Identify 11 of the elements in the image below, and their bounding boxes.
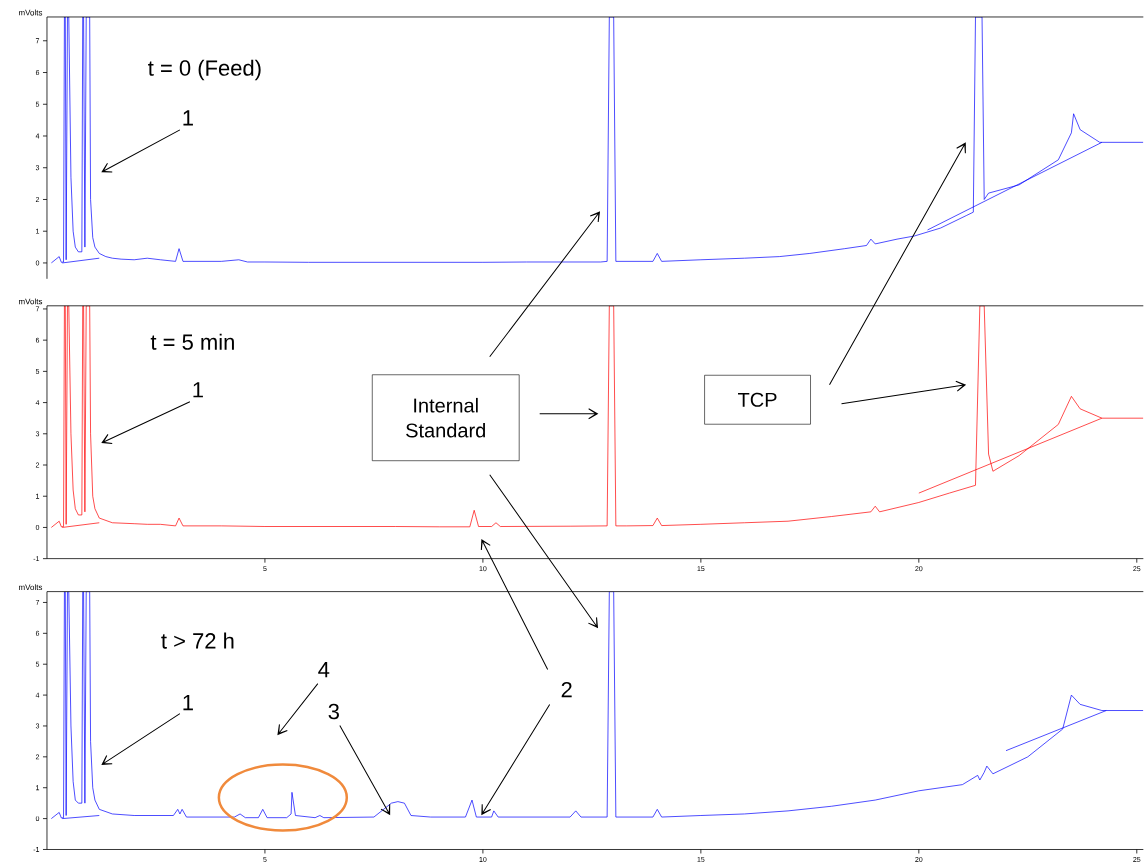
annotation: Internal Standard <box>406 397 485 438</box>
annotation: t = 5 min <box>150 333 234 350</box>
annotation: 1 <box>183 110 193 126</box>
annotation: t = 0 (Feed) <box>148 59 261 80</box>
annotation: t > 72 h <box>161 632 234 649</box>
annotation: 3 <box>328 703 339 720</box>
annotation: 2 <box>561 681 572 698</box>
annotation: 1 <box>183 694 193 710</box>
annotation: TCP <box>738 392 777 407</box>
annotation: 4 <box>318 661 330 677</box>
annotation: 1 <box>193 381 203 398</box>
